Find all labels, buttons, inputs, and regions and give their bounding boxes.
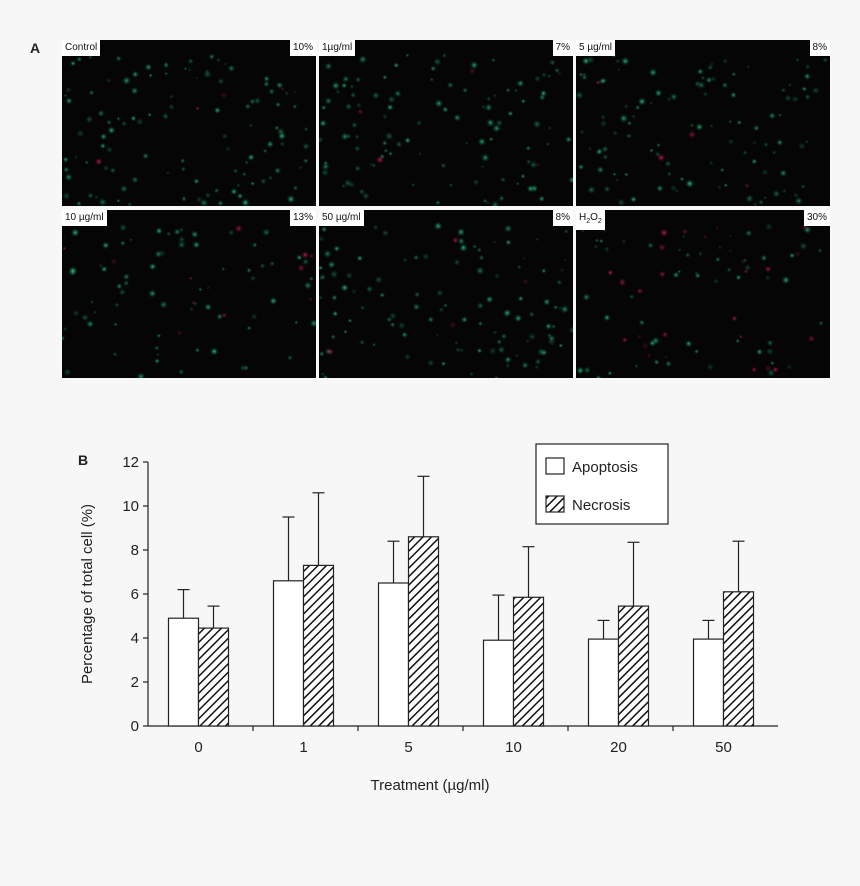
- y-tick-label: 12: [122, 454, 139, 471]
- chart-legend: Apoptosis Necrosis: [535, 443, 669, 525]
- necrosis-bar: [197, 627, 230, 727]
- x-tick-label: 5: [404, 739, 412, 756]
- micrograph-control: Control 10%: [62, 40, 316, 206]
- apoptosis-bar: [272, 580, 305, 727]
- y-tick-label: 0: [131, 718, 139, 735]
- micrograph-h2o2: H2O2 30%: [576, 210, 830, 378]
- micrograph-5ugml: 5 µg/ml 8%: [576, 40, 830, 206]
- x-tick-label: 0: [194, 739, 202, 756]
- percent-label: 13%: [289, 210, 316, 226]
- y-tick-label: 6: [131, 586, 139, 603]
- x-axis-label: Treatment (µg/ml): [371, 777, 490, 794]
- panel-a-letter: A: [30, 40, 41, 56]
- cell-field-image: [576, 40, 830, 206]
- x-tick-label: 1: [299, 739, 307, 756]
- legend-swatch: [545, 457, 565, 475]
- panel-b-letter: B: [78, 452, 89, 468]
- percent-label: 8%: [552, 210, 573, 226]
- cell-field-image: [62, 210, 316, 378]
- percent-label: 30%: [803, 210, 830, 226]
- y-axis-label: Percentage of total cell (%): [79, 504, 96, 684]
- micrograph-50ugml: 50 µg/ml 8%: [319, 210, 573, 378]
- legend-label: Apoptosis: [572, 459, 638, 476]
- apoptosis-bar: [167, 617, 200, 727]
- necrosis-bar: [512, 596, 545, 727]
- cell-field-image: [319, 210, 573, 378]
- y-tick-label: 4: [131, 630, 139, 647]
- necrosis-bar: [617, 605, 650, 727]
- necrosis-bar: [722, 591, 755, 727]
- percent-label: 8%: [809, 40, 830, 56]
- x-tick-label: 20: [610, 739, 627, 756]
- condition-label: 50 µg/ml: [319, 210, 364, 226]
- condition-label: H2O2: [576, 210, 605, 230]
- necrosis-bar: [302, 564, 335, 727]
- apoptosis-bar: [482, 639, 515, 727]
- percent-label: 7%: [552, 40, 573, 56]
- cell-field-image: [319, 40, 573, 206]
- y-tick-label: 2: [131, 674, 139, 691]
- micrograph-1ugml: 1µg/ml 7%: [319, 40, 573, 206]
- apoptosis-bar: [692, 638, 725, 727]
- condition-label: 10 µg/ml: [62, 210, 107, 226]
- condition-label: 5 µg/ml: [576, 40, 615, 56]
- x-tick-label: 10: [505, 739, 522, 756]
- legend-swatch: [545, 495, 565, 513]
- legend-label: Necrosis: [572, 497, 630, 514]
- y-tick-label: 10: [122, 498, 139, 515]
- chart-axes: 0 2 4 6 8 10 12 0 1 5 10 20 50: [122, 454, 778, 756]
- necrosis-bar: [407, 536, 440, 727]
- cell-field-image: [576, 210, 830, 378]
- percent-label: 10%: [289, 40, 316, 56]
- x-tick-label: 50: [715, 739, 732, 756]
- condition-label: 1µg/ml: [319, 40, 356, 56]
- chart-bars: [167, 475, 755, 727]
- cell-field-image: [62, 40, 316, 206]
- micrograph-10ugml: 10 µg/ml 13%: [62, 210, 316, 378]
- y-tick-label: 8: [131, 542, 139, 559]
- apoptosis-bar: [587, 638, 620, 727]
- apoptosis-bar: [377, 582, 410, 727]
- condition-label: Control: [62, 40, 101, 56]
